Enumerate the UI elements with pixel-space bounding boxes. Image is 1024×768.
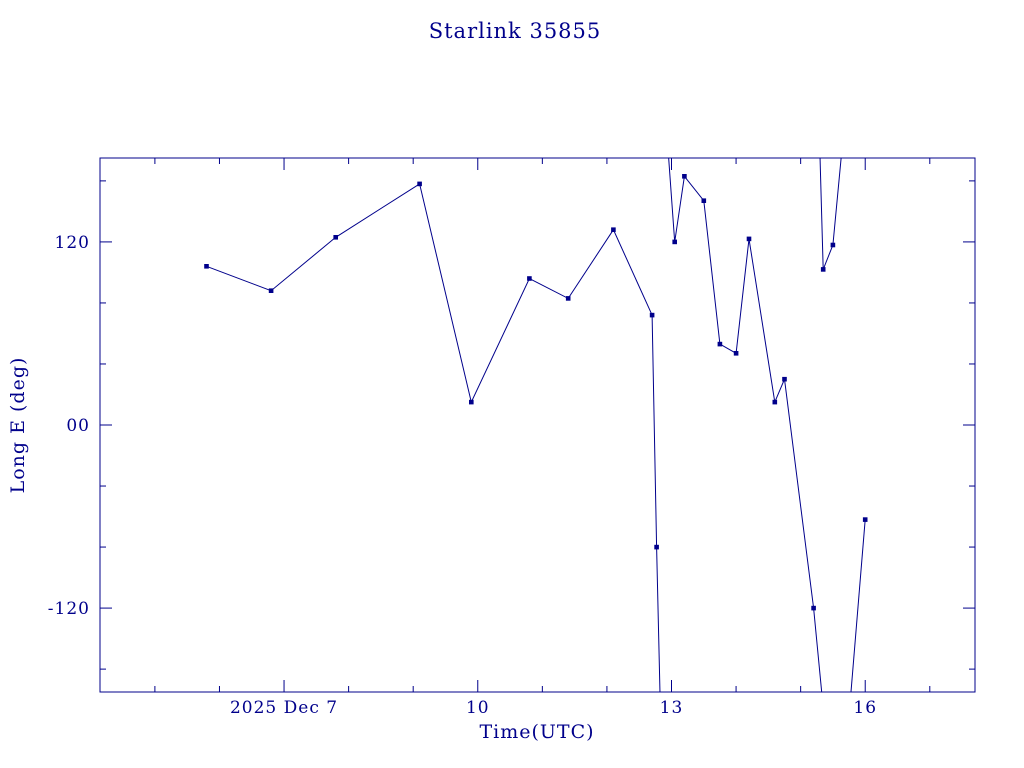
axis-tick-labels: 2025 Dec 7 10 13 16 120 00 -120 xyxy=(48,233,877,718)
x-tick-label: 10 xyxy=(466,698,490,718)
data-point-marker xyxy=(830,242,836,248)
data-point-marker xyxy=(611,227,616,232)
data-point-marker xyxy=(772,399,778,405)
data-point-marker xyxy=(746,236,752,242)
plot-border xyxy=(99,157,976,693)
x-axis-label: Time(UTC) xyxy=(479,721,594,743)
data-point-marker xyxy=(565,296,571,301)
data-point-marker xyxy=(701,198,707,203)
data-point-marker xyxy=(672,239,677,245)
data-point-marker xyxy=(654,544,659,550)
plot-frame xyxy=(99,157,976,693)
chart-title: Starlink 35855 xyxy=(429,19,602,43)
x-tick-label: 2025 Dec 7 xyxy=(230,698,338,718)
data-point-marker xyxy=(204,264,209,269)
y-tick-label: 120 xyxy=(55,233,90,253)
x-tick-label: 16 xyxy=(853,698,877,718)
data-point-marker xyxy=(862,517,868,522)
data-point-marker xyxy=(811,605,816,611)
y-tick-label: 00 xyxy=(66,416,90,436)
data-line-segment xyxy=(206,183,661,692)
data-point-marker xyxy=(820,267,826,272)
data-point-marker xyxy=(649,312,655,318)
data-point-marker xyxy=(333,235,338,240)
data-line-segment xyxy=(850,519,866,692)
data-point-marker xyxy=(268,288,274,293)
axis-ticks xyxy=(100,158,975,692)
x-tick-label: 13 xyxy=(660,698,684,718)
data-line-segment xyxy=(819,158,842,270)
data-marker-layer xyxy=(204,174,868,611)
data-line-segment xyxy=(668,158,823,692)
data-point-marker xyxy=(469,399,474,405)
data-point-marker xyxy=(733,351,739,356)
data-point-marker xyxy=(527,276,532,281)
y-tick-label: -120 xyxy=(48,599,90,619)
data-point-marker xyxy=(417,181,422,187)
data-point-marker xyxy=(682,174,687,179)
data-point-marker xyxy=(717,341,723,347)
data-series-layer xyxy=(206,158,866,692)
data-point-marker xyxy=(782,376,787,382)
y-axis-label: Long E (deg) xyxy=(7,357,29,494)
